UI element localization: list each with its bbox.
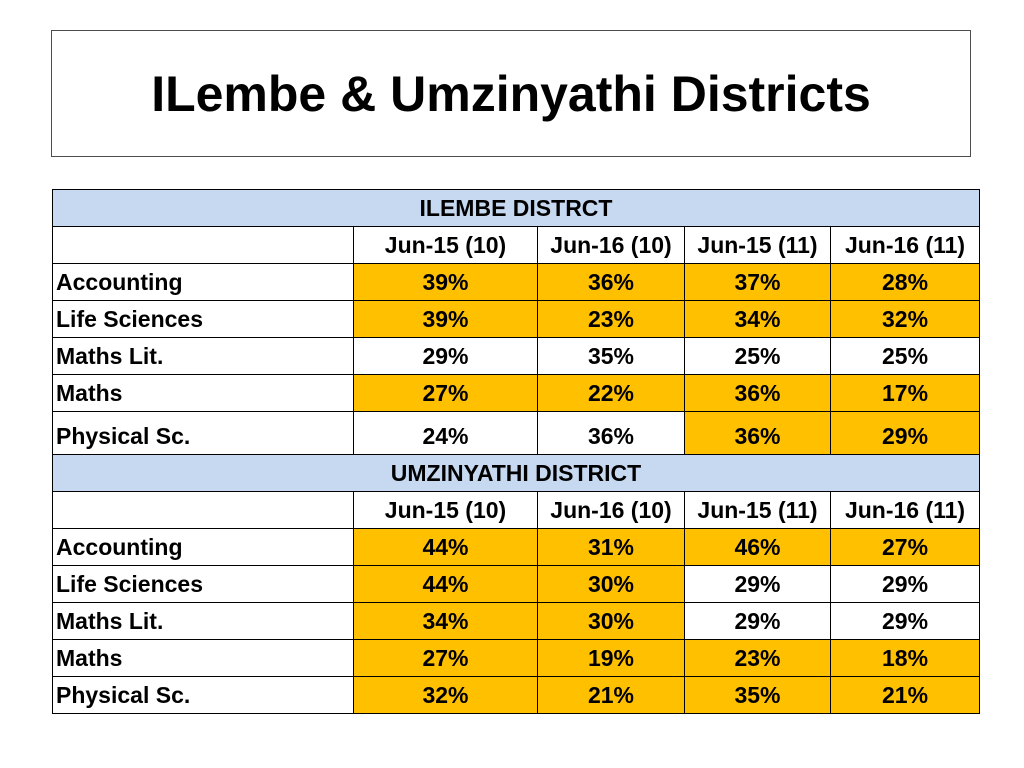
section-title: UMZINYATHI DISTRICT	[51, 454, 981, 492]
subject-label: Physical Sc.	[52, 411, 354, 455]
value-cell: 44%	[353, 565, 538, 603]
table-row: Accounting 44% 31% 46% 27%	[52, 528, 981, 566]
value-cell: 25%	[829, 337, 981, 375]
table-row: Life Sciences 39% 23% 34% 32%	[52, 300, 981, 338]
empty-header-cell	[52, 491, 354, 529]
table-row: Accounting 39% 36% 37% 28%	[52, 263, 981, 301]
value-cell: 29%	[829, 602, 981, 640]
value-cell: 31%	[537, 528, 685, 566]
value-cell: 35%	[684, 676, 831, 714]
subject-label: Maths	[52, 639, 354, 677]
value-cell: 29%	[684, 602, 831, 640]
value-cell: 21%	[537, 676, 685, 714]
table-row: Maths 27% 22% 36% 17%	[52, 374, 981, 412]
subject-label: Life Sciences	[52, 300, 354, 338]
value-cell: 25%	[684, 337, 831, 375]
subject-label: Maths Lit.	[52, 337, 354, 375]
table-row: Physical Sc. 32% 21% 35% 21%	[52, 676, 981, 714]
table-row: Physical Sc. 24% 36% 36% 29%	[52, 411, 981, 455]
column-header: Jun-16 (10)	[537, 491, 685, 529]
value-cell: 37%	[684, 263, 831, 301]
section-header-row: ILEMBE DISTRCT	[51, 189, 981, 227]
value-cell: 29%	[829, 411, 981, 455]
column-header: Jun-16 (10)	[537, 226, 685, 264]
value-cell: 23%	[537, 300, 685, 338]
section-title: ILEMBE DISTRCT	[51, 189, 981, 227]
column-header: Jun-15 (10)	[353, 491, 538, 529]
value-cell: 29%	[829, 565, 981, 603]
column-header: Jun-15 (11)	[684, 226, 831, 264]
results-table: ILEMBE DISTRCT Jun-15 (10) Jun-16 (10) J…	[51, 189, 981, 714]
value-cell: 21%	[829, 676, 981, 714]
value-cell: 34%	[353, 602, 538, 640]
value-cell: 32%	[829, 300, 981, 338]
value-cell: 36%	[684, 374, 831, 412]
subject-label: Accounting	[52, 263, 354, 301]
value-cell: 24%	[353, 411, 538, 455]
value-cell: 29%	[353, 337, 538, 375]
value-cell: 34%	[684, 300, 831, 338]
table-row: Maths Lit. 34% 30% 29% 29%	[52, 602, 981, 640]
subject-label: Accounting	[52, 528, 354, 566]
table-row: Maths 27% 19% 23% 18%	[52, 639, 981, 677]
section-header-row: UMZINYATHI DISTRICT	[51, 454, 981, 492]
value-cell: 18%	[829, 639, 981, 677]
subject-label: Maths Lit.	[52, 602, 354, 640]
empty-header-cell	[52, 226, 354, 264]
column-header: Jun-16 (11)	[829, 491, 981, 529]
value-cell: 44%	[353, 528, 538, 566]
table-row: Life Sciences 44% 30% 29% 29%	[52, 565, 981, 603]
value-cell: 27%	[353, 374, 538, 412]
column-header-row: Jun-15 (10) Jun-16 (10) Jun-15 (11) Jun-…	[52, 226, 981, 264]
subject-label: Maths	[52, 374, 354, 412]
value-cell: 22%	[537, 374, 685, 412]
value-cell: 17%	[829, 374, 981, 412]
value-cell: 29%	[684, 565, 831, 603]
value-cell: 27%	[353, 639, 538, 677]
value-cell: 39%	[353, 300, 538, 338]
value-cell: 36%	[537, 411, 685, 455]
subject-label: Life Sciences	[52, 565, 354, 603]
value-cell: 30%	[537, 565, 685, 603]
value-cell: 35%	[537, 337, 685, 375]
value-cell: 19%	[537, 639, 685, 677]
column-header: Jun-15 (10)	[353, 226, 538, 264]
table-row: Maths Lit. 29% 35% 25% 25%	[52, 337, 981, 375]
column-header-row: Jun-15 (10) Jun-16 (10) Jun-15 (11) Jun-…	[52, 491, 981, 529]
value-cell: 30%	[537, 602, 685, 640]
value-cell: 27%	[829, 528, 981, 566]
value-cell: 36%	[684, 411, 831, 455]
value-cell: 32%	[353, 676, 538, 714]
value-cell: 28%	[829, 263, 981, 301]
title-box: ILembe & Umzinyathi Districts	[51, 30, 971, 157]
value-cell: 23%	[684, 639, 831, 677]
column-header: Jun-16 (11)	[829, 226, 981, 264]
subject-label: Physical Sc.	[52, 676, 354, 714]
page-title: ILembe & Umzinyathi Districts	[151, 65, 871, 122]
value-cell: 46%	[684, 528, 831, 566]
value-cell: 36%	[537, 263, 685, 301]
value-cell: 39%	[353, 263, 538, 301]
column-header: Jun-15 (11)	[684, 491, 831, 529]
